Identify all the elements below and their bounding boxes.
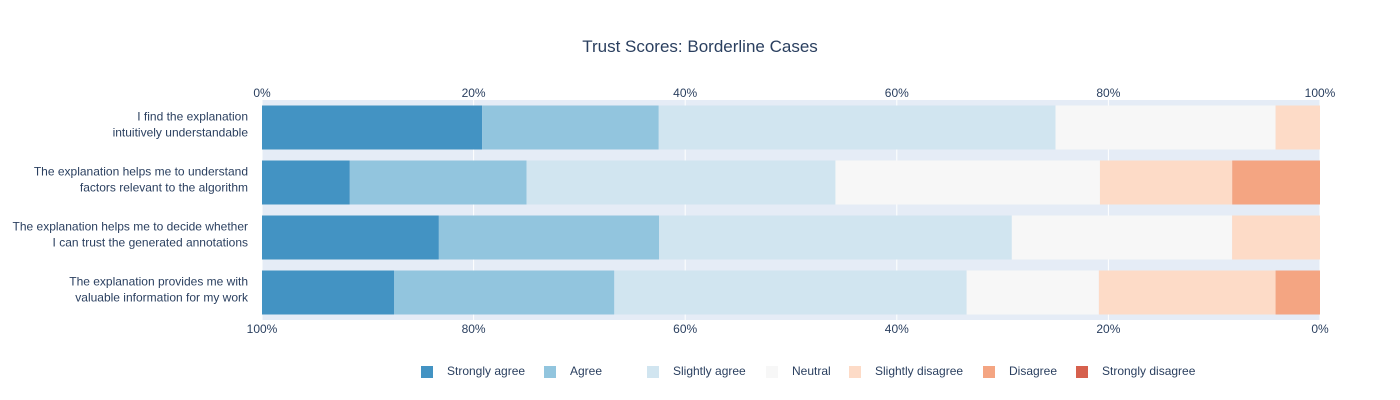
top-tick-label: 60% [885,86,909,100]
category-label: I find the explanation intuitively unders… [113,110,249,140]
legend-swatch [1076,366,1088,378]
bar-agree [349,160,527,205]
legend-label: Slightly agree [673,364,746,378]
chart-title: Trust Scores: Borderline Cases [582,37,818,56]
bar-agree [394,270,615,315]
bar-slightly-disagree [1098,270,1276,315]
category-label: The explanation provides me with valuable… [69,275,249,305]
top-tick-label: 100% [1305,86,1336,100]
bottom-tick-label: 100% [247,322,278,336]
legend-swatch [766,366,778,378]
top-tick-label: 40% [673,86,697,100]
bar-slightly-disagree [1099,160,1233,205]
bar-agree [438,215,660,260]
legend-label: Disagree [1009,364,1058,378]
bar-strongly-agree [262,215,439,260]
legend-swatch [421,366,433,378]
bar-slightly-disagree [1232,215,1320,260]
category-label: The explanation helps me to understand fa… [34,165,248,195]
bar-slightly-agree [659,215,1012,260]
legend-swatch [983,366,995,378]
legend-label: Agree [570,364,603,378]
bar-neutral [835,160,1100,205]
bar-disagree [1232,160,1320,205]
category-label: The explanation helps me to decide wheth… [13,220,248,250]
bar-slightly-agree [658,105,1056,150]
bar-slightly-disagree [1275,105,1320,150]
legend-swatch [647,366,659,378]
legend-label: Slightly disagree [875,364,964,378]
bottom-tick-label: 20% [1096,322,1120,336]
bar-neutral [1011,215,1233,260]
legend-label: Strongly disagree [1102,364,1196,378]
top-tick-label: 0% [253,86,271,100]
legend-swatch [544,366,556,378]
bar-strongly-agree [262,105,483,150]
top-tick-label: 80% [1096,86,1120,100]
bar-disagree [1275,270,1320,315]
legend-label: Strongly agree [447,364,526,378]
bar-slightly-agree [614,270,967,315]
bottom-tick-label: 80% [462,322,486,336]
legend-swatch [849,366,861,378]
bottom-tick-label: 60% [673,322,697,336]
bar-slightly-agree [526,160,836,205]
bottom-tick-label: 40% [885,322,909,336]
bar-strongly-agree [262,160,350,205]
bottom-tick-label: 0% [1311,322,1329,336]
bar-agree [482,105,659,150]
bar-neutral [1055,105,1276,150]
top-tick-label: 20% [462,86,486,100]
bar-strongly-agree [262,270,395,315]
legend-label: Neutral [792,364,831,378]
bar-neutral [966,270,1099,315]
